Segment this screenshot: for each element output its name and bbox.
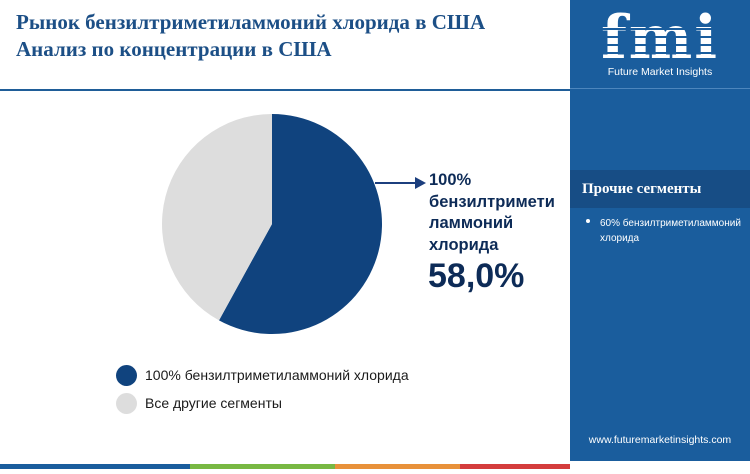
title-line-2: Анализ по концентрации в США: [16, 37, 332, 61]
callout-value: 58,0%: [428, 257, 525, 295]
pie-slice-other-segments: [162, 114, 272, 321]
chart-title: Рынок бензилтриметиламмоний хлорида в СШ…: [16, 9, 568, 63]
bullet-icon: [586, 219, 590, 223]
website-url: www.futuremarketinsights.com: [588, 434, 732, 446]
legend-swatch-other-segments: [116, 392, 137, 414]
other-segments-heading-box: [570, 170, 750, 208]
footer-color-bar: [0, 456, 570, 469]
sidebar: fmi Future Market Insights Прочие сегмен…: [570, 0, 750, 461]
logo-divider: [570, 88, 750, 89]
callout-arrow-icon: [415, 177, 426, 189]
callout-label: 100% бензилтримети ламмоний хлорида: [429, 171, 555, 254]
other-segments-item: 60% бензилтриметиламмоний хлорида: [600, 218, 741, 244]
logo-caption: Future Market Insights: [607, 66, 713, 78]
legend-item-other-segments: Все другие сегменты: [116, 390, 409, 416]
footer-color-bar-graphic: [0, 464, 570, 469]
legend-item-main-segment: 100% бензилтриметиламмоний хлорида: [116, 362, 409, 388]
legend-label-main-segment: 100% бензилтриметиламмоний хлорида: [145, 367, 409, 383]
pie-chart: [162, 114, 382, 334]
pie-slice-main-segment: [219, 114, 382, 334]
legend-swatch-main-segment: [116, 364, 137, 386]
other-segments-heading: Прочие сегменты: [582, 181, 702, 197]
callout-arrow-line: [375, 182, 417, 184]
title-line-1: Рынок бензилтриметиламмоний хлорида в СШ…: [16, 10, 486, 34]
title-divider: [0, 89, 570, 91]
legend: 100% бензилтриметиламмоний хлорида Все д…: [116, 362, 409, 418]
legend-label-other-segments: Все другие сегменты: [145, 395, 282, 411]
fmi-logo: fmi: [601, 6, 718, 66]
